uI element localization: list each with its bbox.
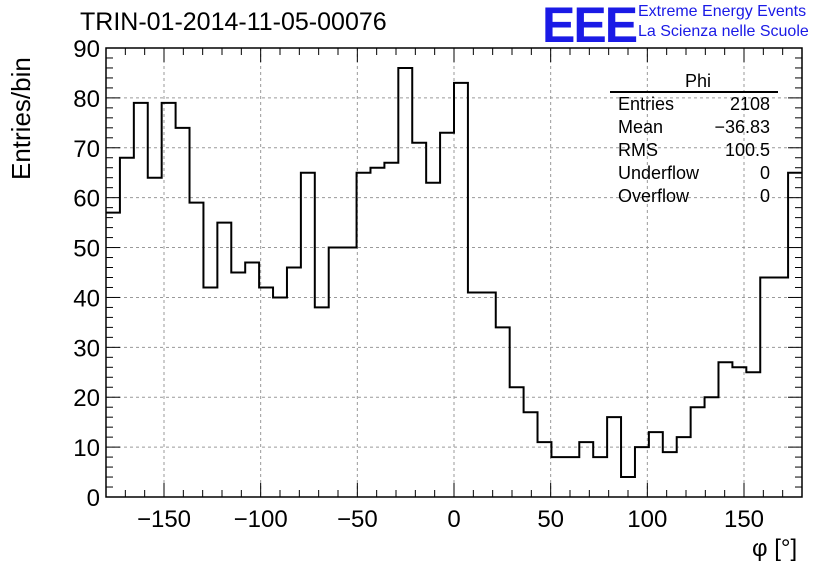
histogram-bin <box>203 287 217 497</box>
histogram-bin <box>649 432 663 497</box>
stats-label: Underflow <box>618 163 700 183</box>
histogram-bin <box>705 397 719 497</box>
logo-line-1: Extreme Energy Events <box>638 3 807 20</box>
histogram-bin <box>301 173 315 497</box>
logo-caption: Extreme Energy Events La Scienza nelle S… <box>638 2 809 42</box>
histogram-bin <box>732 367 746 497</box>
stats-value: −36.83 <box>714 117 770 137</box>
y-tick-label: 70 <box>73 136 100 163</box>
histogram-bin <box>551 457 565 497</box>
histogram-bin <box>190 203 204 497</box>
histogram-bin <box>677 437 691 497</box>
x-tick-label: −150 <box>137 506 191 533</box>
eee-logo: EEE <box>542 0 638 53</box>
plot-frame <box>105 47 803 498</box>
histogram-bin <box>426 183 440 497</box>
histogram-bin <box>468 292 482 497</box>
histogram-bin <box>162 103 176 497</box>
y-axis-label: Entries/bin <box>6 57 36 180</box>
histogram-bin <box>148 178 162 497</box>
x-tick-label: −50 <box>337 506 378 533</box>
histogram-bin <box>718 362 732 497</box>
y-tick-label: 20 <box>73 385 100 412</box>
y-tick-label: 60 <box>73 186 100 213</box>
y-tick-label: 50 <box>73 236 100 263</box>
stats-label: RMS <box>618 140 658 160</box>
chart-title: TRIN-01-2014-11-05-00076 <box>80 8 387 36</box>
histogram-bin <box>607 417 621 497</box>
x-tick-label: 0 <box>447 506 460 533</box>
x-tick-label: 150 <box>724 506 764 533</box>
y-tick-label: 0 <box>87 485 100 512</box>
histogram-bin <box>510 387 524 497</box>
x-tick-label: 100 <box>627 506 667 533</box>
histogram-bin <box>579 442 593 497</box>
y-tick-label: 80 <box>73 86 100 113</box>
logo-line-2: La Scienza nelle Scuole <box>638 23 809 40</box>
histogram-bin <box>593 457 607 497</box>
histogram-bin <box>482 292 496 497</box>
histogram-line <box>106 66 802 479</box>
stats-label: Entries <box>618 94 674 114</box>
histogram-bin <box>329 248 343 497</box>
histogram-bin <box>106 213 120 497</box>
y-tick-label: 10 <box>73 435 100 462</box>
histogram-bin <box>538 442 552 497</box>
stats-label: Overflow <box>618 186 690 206</box>
stats-value: 0 <box>760 163 770 183</box>
histogram-bin <box>398 68 412 497</box>
histogram-bin <box>176 128 190 497</box>
histogram-bin <box>370 168 384 497</box>
histogram-bin <box>788 173 802 497</box>
y-tick-label: 40 <box>73 285 100 312</box>
histogram-bin <box>343 248 357 497</box>
histogram-bin <box>635 447 649 497</box>
histogram-bin <box>120 158 134 497</box>
histogram-bin <box>454 83 468 497</box>
stats-value: 0 <box>760 186 770 206</box>
histogram-bin <box>412 143 426 497</box>
stats-value: 100.5 <box>725 140 770 160</box>
histogram-bin <box>134 103 148 497</box>
histogram-bin <box>524 412 538 497</box>
stats-label: Mean <box>618 117 663 137</box>
histogram-bin <box>315 307 329 497</box>
x-tick-label: 50 <box>537 506 564 533</box>
histogram-bin <box>384 163 398 497</box>
histogram-bin <box>245 263 259 497</box>
histogram-bin <box>663 452 677 497</box>
histogram-bin <box>440 133 454 497</box>
histogram-bin <box>231 273 245 498</box>
histogram-bin <box>273 297 287 497</box>
histogram-bin <box>565 457 579 497</box>
x-axis-label: φ [°] <box>752 535 798 562</box>
histogram-bin <box>621 477 635 497</box>
x-tick-label: −100 <box>234 506 288 533</box>
y-tick-label: 90 <box>73 36 100 63</box>
histogram-bin <box>217 223 231 497</box>
stats-value: 2108 <box>730 94 770 114</box>
histogram-bin <box>259 287 273 497</box>
histogram-bin <box>774 277 788 497</box>
histogram-bin <box>746 372 760 497</box>
histogram-bin <box>691 407 705 497</box>
histogram-bin <box>760 277 774 497</box>
histogram-bin <box>496 327 510 497</box>
histogram-bin <box>357 173 371 497</box>
stats-title: Phi <box>685 71 711 91</box>
y-tick-label: 30 <box>73 335 100 362</box>
histogram-bin <box>287 268 301 497</box>
